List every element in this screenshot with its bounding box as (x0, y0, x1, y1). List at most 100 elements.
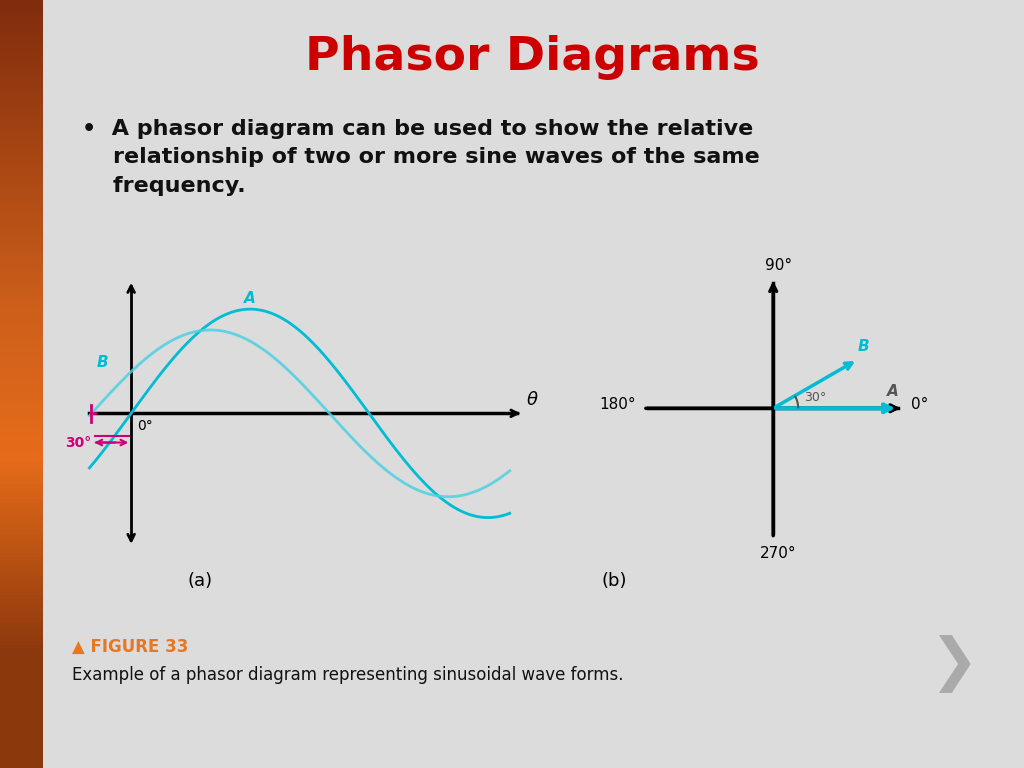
Bar (0, 165, 43, 169)
Bar (0, 357, 43, 361)
Bar (0, 538, 43, 541)
Bar (0, 50, 43, 54)
Bar (0, 660, 43, 664)
Bar (0, 19, 43, 23)
Bar (0, 77, 43, 81)
Bar (0, 749, 43, 753)
Bar (0, 703, 43, 707)
Bar (0, 253, 43, 257)
Bar (0, 726, 43, 730)
Bar (0, 426, 43, 430)
Bar (0, 396, 43, 399)
Bar (0, 65, 43, 69)
Text: 90°: 90° (765, 258, 792, 273)
Bar (0, 311, 43, 315)
Bar (0, 104, 43, 108)
Bar (0, 622, 43, 626)
Bar (0, 680, 43, 684)
Bar (0, 760, 43, 764)
Bar (0, 434, 43, 438)
Bar (0, 100, 43, 104)
Bar (0, 495, 43, 499)
Bar (0, 353, 43, 357)
Bar (0, 718, 43, 722)
Bar (0, 73, 43, 77)
Bar (0, 384, 43, 388)
Text: 30°: 30° (805, 392, 826, 405)
Bar (0, 611, 43, 614)
Text: Example of a phasor diagram representing sinusoidal wave forms.: Example of a phasor diagram representing… (72, 666, 624, 684)
Bar (0, 453, 43, 457)
Bar (0, 445, 43, 449)
Bar (0, 442, 43, 445)
Bar (0, 134, 43, 138)
Bar (0, 399, 43, 403)
Bar (0, 422, 43, 426)
Bar (0, 326, 43, 330)
Bar (0, 472, 43, 476)
Bar (0, 303, 43, 307)
Bar (0, 35, 43, 38)
Bar (0, 438, 43, 442)
Bar (0, 503, 43, 507)
Bar (0, 618, 43, 622)
Bar (0, 753, 43, 756)
Bar (0, 88, 43, 92)
Bar (0, 46, 43, 50)
Bar (0, 131, 43, 134)
Bar (0, 764, 43, 768)
Bar (0, 534, 43, 538)
Bar (0, 595, 43, 599)
Bar (0, 664, 43, 668)
Bar (0, 169, 43, 173)
Bar (0, 637, 43, 641)
Text: ❯: ❯ (929, 634, 978, 693)
Bar (0, 630, 43, 634)
Bar (0, 588, 43, 591)
Bar (0, 157, 43, 161)
Bar (0, 572, 43, 576)
Bar (0, 599, 43, 603)
Bar (0, 557, 43, 561)
Bar (0, 0, 43, 4)
Bar (0, 69, 43, 73)
Bar (0, 238, 43, 242)
Bar (0, 296, 43, 300)
Bar (0, 184, 43, 188)
Bar (0, 507, 43, 511)
Bar (0, 745, 43, 749)
Bar (0, 273, 43, 276)
Bar (0, 84, 43, 88)
Bar (0, 119, 43, 123)
Bar (0, 515, 43, 518)
Bar (0, 200, 43, 204)
Bar (0, 246, 43, 250)
Bar (0, 530, 43, 534)
Bar (0, 403, 43, 407)
Bar (0, 58, 43, 61)
Bar (0, 115, 43, 119)
Bar (0, 250, 43, 253)
Bar (0, 292, 43, 296)
Bar (0, 561, 43, 564)
Bar (0, 733, 43, 737)
Bar (0, 465, 43, 468)
Bar (0, 730, 43, 733)
Bar (0, 330, 43, 334)
Bar (0, 342, 43, 346)
Bar (0, 672, 43, 676)
Bar (0, 319, 43, 323)
Bar (0, 695, 43, 699)
Bar (0, 372, 43, 376)
Bar (0, 92, 43, 96)
Bar (0, 468, 43, 472)
Bar (0, 142, 43, 146)
Bar (0, 323, 43, 326)
Bar (0, 641, 43, 645)
Bar (0, 300, 43, 303)
Text: (b): (b) (602, 572, 627, 590)
Bar (0, 407, 43, 411)
Bar (0, 564, 43, 568)
Bar (0, 511, 43, 515)
Bar (0, 591, 43, 595)
